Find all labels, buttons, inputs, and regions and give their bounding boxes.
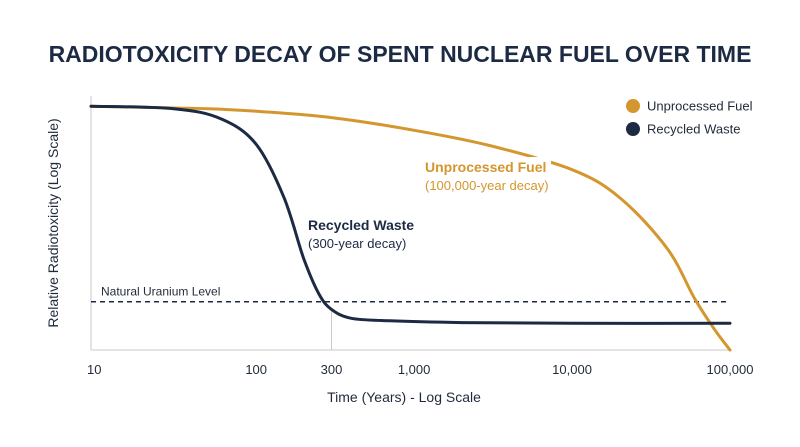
x-tick-label: 100,000 xyxy=(707,362,754,377)
annotation-title: Unprocessed Fuel xyxy=(425,159,546,175)
legend-swatch xyxy=(626,99,640,113)
x-axis-label: Time (Years) - Log Scale xyxy=(327,389,481,405)
x-tick-label: 10,000 xyxy=(552,362,592,377)
x-tick-label: 10 xyxy=(87,362,101,377)
x-tick-label: 100 xyxy=(245,362,267,377)
x-tick-label: 300 xyxy=(321,362,343,377)
annotation-knockout xyxy=(419,157,551,199)
annotation-title: Recycled Waste xyxy=(308,217,414,233)
annotation-subtitle: (100,000-year decay) xyxy=(425,178,549,193)
annotation-subtitle: (300-year decay) xyxy=(308,236,406,251)
y-axis-label: Relative Radiotoxicity (Log Scale) xyxy=(45,118,61,327)
recycled-waste-line xyxy=(89,104,732,325)
legend-item: Recycled Waste xyxy=(626,122,740,137)
annotation-recycled-waste: Recycled Waste (300-year decay) xyxy=(308,217,414,251)
legend-label: Unprocessed Fuel xyxy=(647,99,753,114)
legend-label: Recycled Waste xyxy=(647,122,740,137)
x-tick-labels: 10 100 300 1,000 10,000 100,000 xyxy=(87,362,754,377)
unprocessed-fuel-line xyxy=(89,104,732,352)
reference-layer: Natural Uranium Level xyxy=(91,285,730,303)
series-layer xyxy=(89,104,732,352)
unprocessed-fuel-series xyxy=(89,104,732,352)
chart-title: RADIOTOXICITY DECAY OF SPENT NUCLEAR FUE… xyxy=(49,41,752,67)
x-tick-label: 1,000 xyxy=(398,362,431,377)
legend-swatch xyxy=(626,122,640,136)
annotation-unprocessed-fuel: Unprocessed Fuel (100,000-year decay) xyxy=(419,157,551,199)
recycled-waste-series xyxy=(89,104,732,325)
axes xyxy=(90,96,730,351)
legend-item: Unprocessed Fuel xyxy=(626,99,753,114)
legend: Unprocessed Fuel Recycled Waste xyxy=(626,99,753,137)
annotations: Recycled Waste (300-year decay) Unprocesse… xyxy=(308,157,551,251)
natural-uranium-label: Natural Uranium Level xyxy=(101,285,220,299)
